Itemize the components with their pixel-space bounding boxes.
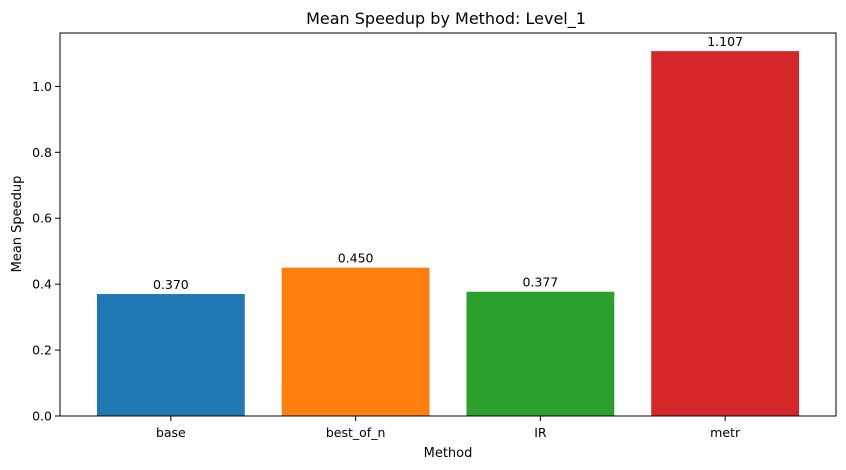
bar-best-of-n [281,267,430,416]
x-axis-label: Method [424,446,473,461]
chart-title: Mean Speedup by Method: Level_1 [306,9,586,29]
y-tick-label: 1.0 [32,79,52,94]
y-tick-label: 0.4 [32,277,52,292]
y-tick-label: 0.0 [32,409,52,424]
bar-base [96,294,245,416]
x-tick-label: IR [534,425,547,440]
data-label: 0.450 [338,251,374,266]
x-tick-label: metr [710,425,741,440]
x-tick-label: base [156,425,186,440]
y-tick-label: 0.6 [32,211,52,226]
data-label: 0.370 [153,277,189,292]
bar-metr [651,51,800,416]
y-tick-label: 0.8 [32,145,52,160]
y-tick-label: 0.2 [32,343,52,358]
y-axis-label: Mean Speedup [10,176,25,273]
axes-frame [59,32,837,417]
data-label: 0.377 [522,275,558,290]
x-tick-label: best_of_n [326,425,386,440]
bar-ir [466,291,615,416]
data-label: 1.107 [707,34,743,49]
plot-area: 0.370 0.450 0.377 1.107 base best_of_n IR metr 0… [32,32,837,440]
